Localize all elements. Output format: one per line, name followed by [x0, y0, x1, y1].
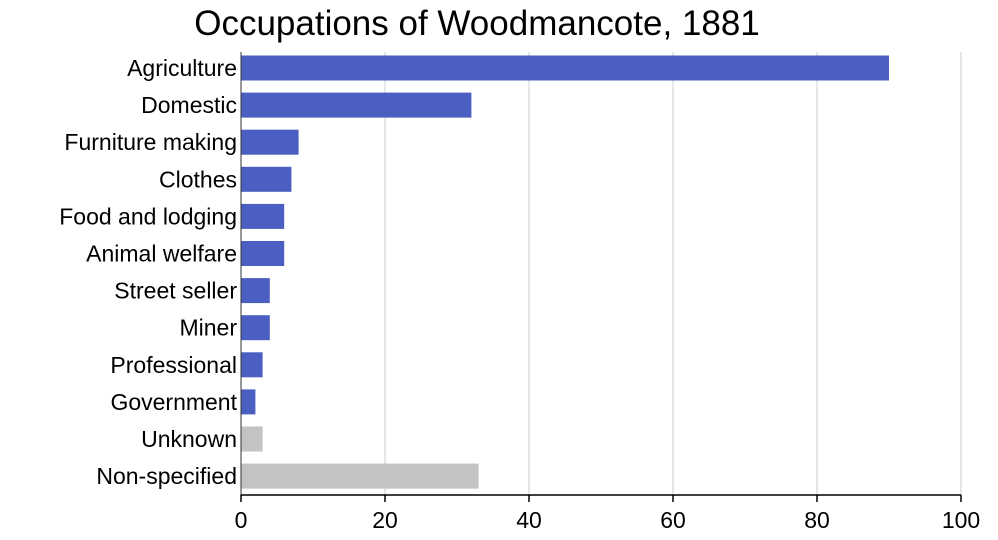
x-tick-label-0: 0	[235, 507, 248, 533]
category-label-professional: Professional	[110, 352, 237, 378]
category-label-unknown: Unknown	[141, 426, 237, 452]
x-tick-label-80: 80	[804, 507, 830, 533]
x-tick-label-40: 40	[516, 507, 542, 533]
bar-agriculture	[241, 55, 889, 81]
grid-lines	[384, 52, 962, 495]
bar-street-seller	[241, 278, 270, 304]
category-labels: Agriculture Domestic Furniture making Cloth…	[59, 55, 237, 489]
axes	[240, 52, 962, 502]
category-label-furniture-making: Furniture making	[64, 129, 237, 155]
bar-clothes	[241, 166, 292, 192]
bar-animal-welfare	[241, 241, 285, 266]
bar-professional	[241, 352, 263, 378]
chart-title: Occupations of Woodmancote, 1881	[194, 4, 760, 43]
bars	[241, 55, 889, 489]
category-label-domestic: Domestic	[141, 92, 237, 118]
bar-furniture-making	[241, 129, 299, 155]
bar-non-specified	[241, 463, 479, 489]
bar-government	[241, 389, 256, 415]
category-label-street-seller: Street seller	[114, 278, 237, 304]
category-label-government: Government	[110, 389, 237, 415]
x-tick-label-60: 60	[660, 507, 686, 533]
category-label-non-specified: Non-specified	[96, 463, 237, 489]
bar-unknown	[241, 426, 263, 452]
category-label-agriculture: Agriculture	[127, 55, 237, 81]
category-label-miner: Miner	[179, 315, 237, 341]
x-tick-label-20: 20	[372, 507, 398, 533]
bar-miner	[241, 315, 270, 341]
category-label-food-and-lodging: Food and lodging	[59, 203, 237, 229]
bar-food-and-lodging	[241, 203, 285, 229]
tick-labels: 0 20 40 60 80 100	[235, 507, 981, 533]
category-label-clothes: Clothes	[159, 166, 237, 192]
category-label-animal-welfare: Animal welfare	[86, 241, 237, 267]
x-tick-label-100: 100	[942, 507, 980, 533]
bar-domestic	[241, 92, 472, 118]
